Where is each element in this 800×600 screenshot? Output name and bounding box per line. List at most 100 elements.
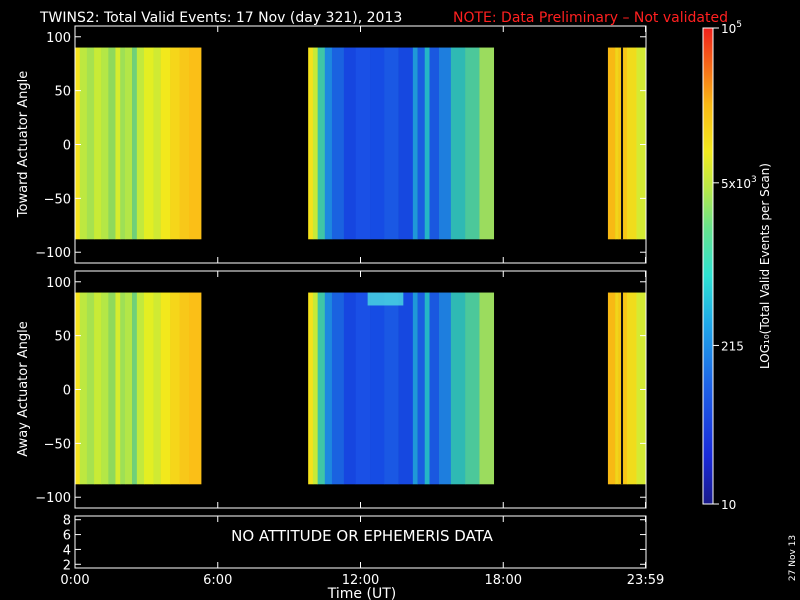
heatmap-band <box>465 47 480 240</box>
heatmap-band <box>439 47 452 240</box>
heatmap-band <box>607 47 616 240</box>
colorbar-tick-label: 215 <box>721 339 744 353</box>
heatmap-band <box>317 47 326 240</box>
preliminary-note: NOTE: Data Preliminary – Not validated <box>453 10 728 26</box>
heatmap-band <box>124 292 133 485</box>
colorbar-tick-label: 10 <box>721 498 736 512</box>
heatmap-band <box>626 47 637 240</box>
y-tick-label: 0 <box>63 139 71 154</box>
heatmap-band <box>132 47 138 240</box>
heatmap-band <box>170 47 180 240</box>
heatmap-band <box>79 292 88 485</box>
heatmap-band <box>115 47 121 240</box>
y-tick-label: 50 <box>54 85 71 100</box>
heatmap-band <box>355 47 371 240</box>
heatmap-band <box>450 292 466 485</box>
heatmap-band <box>124 47 133 240</box>
date-stamp: 27 Nov 13 <box>788 535 798 581</box>
heatmap-band <box>615 47 619 240</box>
heatmap-band <box>312 47 318 240</box>
heatmap-band <box>343 292 357 485</box>
y-tick-label: −100 <box>35 246 71 261</box>
y-tick-label: 50 <box>54 330 71 345</box>
heatmap-band <box>607 292 616 485</box>
heatmap-band <box>115 292 121 485</box>
heatmap-band <box>94 292 102 485</box>
heatmap-band <box>75 292 81 485</box>
heatmap-band <box>136 292 145 485</box>
heatmap-band <box>370 47 385 240</box>
y-tick-label: 6 <box>63 529 71 544</box>
heatmap-highlight <box>367 292 404 306</box>
heatmap-band <box>308 47 314 240</box>
y-tick-label: 0 <box>63 384 71 399</box>
heatmap-band <box>626 292 637 485</box>
heatmap-band <box>331 47 345 240</box>
data-gap-line <box>621 47 624 240</box>
colorbar-tick-label: 5x103 <box>721 175 757 191</box>
colorbar-gradient <box>702 27 714 505</box>
heatmap-band <box>101 292 109 485</box>
heatmap-band <box>370 292 385 485</box>
heatmap-band <box>398 292 414 485</box>
heatmap-band <box>312 292 318 485</box>
heatmap-band <box>398 47 414 240</box>
x-axis-label: Time (UT) <box>327 586 396 600</box>
x-tick-label: 6:00 <box>203 573 232 588</box>
heatmap-band <box>108 292 116 485</box>
heatmap-band <box>108 47 116 240</box>
heatmap-band <box>343 47 357 240</box>
colorbar-tick-label: 105 <box>721 20 742 36</box>
y-tick-label: 100 <box>46 276 71 291</box>
y-tick-label: −100 <box>35 491 71 506</box>
heatmap-band <box>86 292 95 485</box>
chart-title: TWINS2: Total Valid Events: 17 Nov (day … <box>39 10 402 26</box>
heatmap-band <box>331 292 345 485</box>
heatmap-band <box>179 47 190 240</box>
heatmap-band <box>479 47 495 240</box>
heatmap-band <box>424 47 430 240</box>
heatmap-band <box>153 292 161 485</box>
y-tick-label: 2 <box>63 558 71 573</box>
heatmap-band <box>424 292 430 485</box>
heatmap-band <box>189 292 202 485</box>
heatmap-band <box>308 292 314 485</box>
heatmap-band <box>144 292 154 485</box>
heatmap-band <box>412 292 418 485</box>
x-tick-label: 12:00 <box>342 573 379 588</box>
heatmap-band <box>317 292 326 485</box>
heatmap-band <box>160 292 171 485</box>
y-tick-label: −50 <box>44 192 71 207</box>
colorbar: 105 5x103 215 10 <box>702 20 757 512</box>
heatmap-band <box>170 292 180 485</box>
heatmap-band <box>101 47 109 240</box>
heatmap-band <box>79 47 88 240</box>
heatmap-band <box>179 292 190 485</box>
heatmap-band <box>324 47 333 240</box>
heatmap-band <box>136 47 145 240</box>
heatmap-band <box>120 47 126 240</box>
heatmap-band <box>86 47 95 240</box>
heatmap-band <box>636 47 647 240</box>
heatmap-band <box>355 292 371 485</box>
no-data-message: NO ATTITUDE OR EPHEMERIS DATA <box>231 527 494 545</box>
heatmap-band <box>636 292 647 485</box>
heatmap-band <box>153 47 161 240</box>
heatmap-band <box>384 292 399 485</box>
x-tick-label: 18:00 <box>485 573 522 588</box>
data-gap-line <box>621 292 624 485</box>
heatmap-band <box>417 47 426 240</box>
colorbar-label: LOG₁₀(Total Valid Events per Scan) <box>758 163 772 369</box>
heatmap-band <box>417 292 426 485</box>
heatmap-band <box>132 292 138 485</box>
heatmap-band <box>189 47 202 240</box>
x-tick-label: 23:59 <box>627 573 664 588</box>
heatmap-band <box>412 47 418 240</box>
heatmap-band <box>75 47 81 240</box>
away-angle-axis-label: Away Actuator Angle <box>16 321 31 456</box>
heatmap-band <box>94 47 102 240</box>
toward-angle-axis-label: Toward Actuator Angle <box>16 71 31 218</box>
heatmap-band <box>429 292 440 485</box>
